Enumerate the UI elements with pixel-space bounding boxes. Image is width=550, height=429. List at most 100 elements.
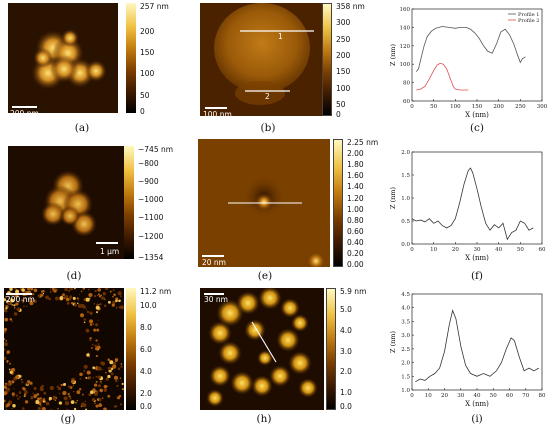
afm-speck-g (95, 347, 99, 351)
afm-speck-g (98, 397, 102, 402)
x-axis-label-i: X (nm) (465, 400, 489, 408)
afm-speck-g (4, 391, 7, 396)
afm-speck-g (117, 367, 121, 371)
afm-speck-g (42, 289, 45, 293)
afm-speck-g (50, 291, 52, 293)
afm-speck-g (24, 393, 27, 396)
colorbar-tick-d-1: −800 (138, 159, 159, 168)
colorbar-tick-a-3: 100 (140, 69, 155, 78)
afm-speck-g (77, 299, 80, 301)
profile-label-1: 1 (278, 32, 283, 41)
afm-speck-g (4, 399, 6, 403)
scale-bar-b (205, 107, 227, 109)
afm-speck-g (67, 385, 71, 388)
scale-bar-g (6, 293, 32, 295)
afm-speck-g (9, 370, 13, 374)
afm-speck-g (23, 305, 25, 307)
afm-speck-g (37, 294, 41, 298)
afm-speck-g (39, 398, 44, 403)
afm-speck-g (107, 300, 111, 304)
afm-speck-g (83, 369, 86, 372)
colorbar-tick-h-5: 1.0 (340, 388, 352, 397)
colorbar-tick-d-5: −1200 (138, 232, 164, 241)
afm-image-e (198, 139, 330, 267)
afm-image-b (200, 3, 322, 116)
colorbar-tick-e-8: 0.60 (347, 227, 364, 236)
x-tick-label-i-3: 30 (457, 393, 464, 399)
afm-speck-g (42, 397, 46, 401)
y-tick-label-i-7: 4.5 (401, 292, 410, 298)
afm-speck-g (110, 367, 114, 371)
afm-speck-g (107, 358, 110, 361)
afm-speck-g (37, 406, 42, 410)
scale-label-g: 200 nm (6, 295, 35, 304)
colorbar-tick-e-6: 1.00 (347, 205, 364, 214)
y-tick-label-i-1: 1.5 (401, 374, 410, 380)
afm-speck-g (112, 289, 115, 292)
afm-speck-g (5, 339, 8, 342)
y-tick-label-c-5: 160 (400, 7, 411, 13)
afm-speck-g (113, 293, 116, 297)
afm-speck-g (97, 293, 100, 296)
afm-speck-g (83, 321, 86, 324)
y-tick-label-f-2: 1.0 (401, 196, 410, 202)
afm-speck-g (93, 294, 97, 298)
afm-speck-g (15, 302, 19, 306)
afm-speck-g (101, 369, 103, 371)
afm-speck-g (29, 295, 32, 298)
afm-speck-g (110, 372, 114, 376)
x-tick-label-i-7: 70 (522, 393, 529, 399)
x-tick-label-i-6: 60 (506, 393, 513, 399)
afm-speck-g (89, 311, 93, 315)
afm-speck-g (83, 373, 85, 375)
afm-speck-g (68, 395, 71, 398)
afm-speck-g (29, 301, 34, 306)
afm-speck-g (25, 382, 29, 385)
afm-speck-g (91, 397, 96, 402)
afm-speck-g (33, 299, 36, 301)
afm-speck-g (85, 297, 90, 302)
afm-speck-g (113, 375, 119, 380)
afm-speck-g (93, 402, 97, 405)
y-tick-label-i-3: 2.5 (401, 347, 410, 353)
afm-speck-g (69, 397, 72, 400)
afm-speck-g (15, 375, 19, 379)
afm-speck-g (31, 384, 33, 386)
afm-speck-g (97, 294, 99, 297)
afm-speck-g (77, 303, 82, 308)
afm-speck-g (79, 313, 85, 318)
y-tick-label-f-1: 0.5 (401, 219, 410, 225)
afm-speck-g (88, 292, 93, 298)
colorbar-tick-e-9: 0.40 (347, 238, 364, 247)
afm-speck-g (48, 297, 51, 301)
afm-speck-g (107, 394, 111, 398)
afm-speck-g (92, 376, 95, 379)
afm-speck-g (117, 379, 119, 381)
afm-speck-g (81, 304, 85, 308)
afm-speck-g (64, 288, 68, 292)
colorbar-tick-h-4: 2.0 (340, 367, 352, 376)
y-tick-label-c-2: 100 (400, 62, 411, 68)
afm-speck-g (82, 288, 86, 290)
scale-bar-h (204, 293, 224, 295)
afm-speck-g (11, 303, 13, 306)
afm-speck-g (97, 319, 99, 321)
afm-speck-g (91, 343, 94, 346)
afm-speck-g (9, 318, 13, 321)
afm-speck-g (97, 343, 100, 345)
colorbar-tick-g-6: 0.0 (140, 402, 152, 411)
afm-texture-g (4, 288, 124, 410)
afm-speck-g (120, 365, 123, 368)
afm-speck-g (27, 288, 31, 291)
afm-speck-g (96, 399, 98, 401)
colorbar-tick-e-2: 1.80 (347, 160, 364, 169)
afm-speck-g (4, 386, 7, 389)
afm-speck-g (95, 339, 98, 342)
y-tick-label-i-4: 3.0 (401, 333, 410, 339)
afm-speck-g (86, 310, 90, 314)
y-tick-label-i-5: 3.5 (401, 319, 410, 325)
scale-label-e: 20 nm (202, 258, 226, 267)
afm-speck-g (4, 338, 6, 341)
afm-speck-g (10, 298, 15, 303)
afm-speck-g (96, 303, 99, 306)
